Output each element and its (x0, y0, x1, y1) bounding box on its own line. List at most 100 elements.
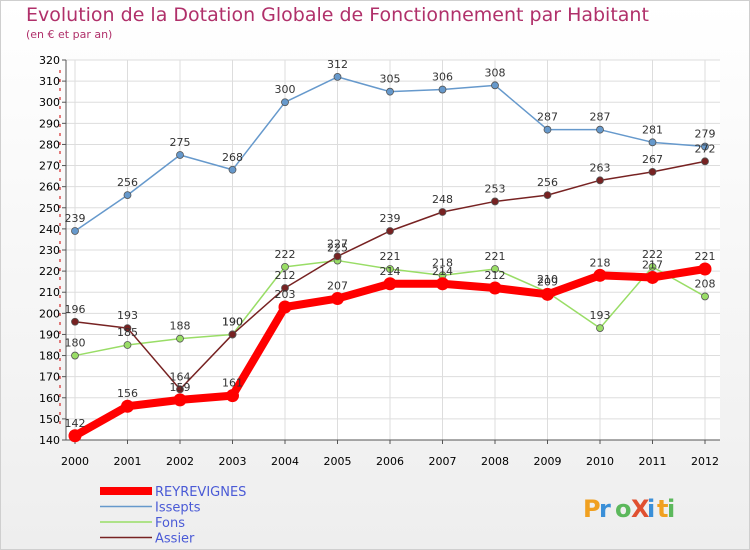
legend-label-fons: Fons (155, 516, 185, 531)
data-point-reyrevignes (68, 429, 82, 443)
data-point-assier (596, 176, 604, 185)
x-tick-label: 2004 (271, 455, 299, 468)
data-point-issepts (596, 125, 604, 134)
y-tick-label: 280 (39, 138, 60, 151)
data-label-reyrevignes: 159 (170, 381, 191, 394)
data-point-fons (386, 265, 394, 273)
legend-label-reyrevignes: REYREVIGNES (155, 485, 246, 500)
y-tick-label: 150 (39, 413, 60, 426)
data-label-reyrevignes: 217 (642, 258, 663, 271)
legend-label-assier: Assier (155, 532, 195, 547)
data-point-reyrevignes (698, 262, 712, 276)
data-point-assier (648, 167, 657, 176)
data-label-fons: 222 (642, 248, 663, 261)
data-label-assier: 196 (65, 303, 86, 316)
data-label-reyrevignes: 214 (380, 265, 401, 278)
x-tick-label: 2009 (534, 455, 562, 468)
data-point-reyrevignes (488, 281, 502, 295)
y-tick-label: 260 (39, 181, 60, 194)
legend-label-issepts: Issepts (155, 501, 201, 516)
data-point-fons (491, 265, 499, 273)
data-point-issepts (701, 142, 709, 151)
data-label-reyrevignes: 209 (537, 275, 558, 288)
data-point-issepts (438, 85, 447, 94)
data-point-fons (281, 262, 289, 271)
data-label-assier: 227 (327, 237, 348, 250)
data-label-issepts: 275 (170, 136, 191, 149)
data-point-assier (281, 284, 289, 292)
data-point-reyrevignes (541, 287, 554, 301)
data-label-assier: 267 (642, 153, 663, 166)
x-tick-label: 2001 (114, 455, 142, 468)
data-label-fons: 188 (170, 320, 191, 333)
data-point-reyrevignes (436, 277, 449, 291)
chart-subtitle: (en € et par an) (26, 28, 113, 41)
x-tick-label: 2008 (481, 455, 509, 468)
data-label-reyrevignes: 142 (65, 417, 86, 430)
data-point-assier (176, 385, 184, 394)
data-point-assier (491, 197, 499, 206)
data-label-assier: 212 (275, 269, 296, 282)
y-tick-label: 300 (39, 96, 60, 109)
data-label-assier: 239 (380, 212, 401, 225)
brand-letter: r (599, 495, 611, 523)
data-point-reyrevignes (173, 393, 187, 407)
data-label-fons: 185 (117, 326, 138, 339)
y-tick-label: 220 (39, 265, 60, 278)
data-point-assier (438, 208, 447, 216)
data-point-fons (123, 341, 132, 349)
data-point-reyrevignes (121, 399, 134, 413)
y-tick-label: 320 (39, 54, 60, 67)
data-label-issepts: 300 (275, 83, 296, 96)
data-label-reyrevignes: 207 (327, 280, 348, 293)
data-point-issepts (333, 72, 342, 81)
data-label-assier: 248 (432, 193, 453, 206)
data-label-issepts: 305 (380, 73, 401, 86)
data-point-assier (333, 252, 342, 261)
data-label-issepts: 256 (117, 176, 138, 189)
x-tick-label: 2002 (166, 455, 194, 468)
data-label-fons: 221 (380, 250, 401, 263)
data-point-assier (386, 227, 394, 235)
data-point-issepts (543, 125, 552, 134)
x-tick-label: 2005 (324, 455, 352, 468)
y-tick-label: 250 (39, 202, 60, 215)
data-point-assier (701, 157, 709, 166)
data-point-fons (596, 324, 604, 333)
data-point-issepts (491, 81, 499, 90)
data-label-reyrevignes: 161 (222, 377, 243, 390)
data-label-fons: 193 (590, 309, 611, 322)
data-label-fons: 208 (695, 277, 716, 290)
data-point-reyrevignes (383, 277, 397, 291)
data-point-reyrevignes (226, 389, 239, 403)
x-tick-label: 2010 (586, 455, 614, 468)
y-tick-label: 270 (39, 160, 60, 173)
data-point-issepts (281, 98, 289, 107)
brand-letter: P (583, 495, 601, 523)
data-label-issepts: 308 (485, 66, 506, 79)
data-point-assier (123, 324, 132, 333)
data-label-assier: 164 (170, 370, 191, 383)
data-point-reyrevignes (331, 292, 344, 306)
data-point-assier (228, 330, 237, 339)
data-label-fons: 222 (275, 248, 296, 261)
data-label-issepts: 279 (695, 128, 716, 141)
y-tick-label: 190 (39, 328, 60, 341)
brand-letter: t (657, 495, 668, 523)
data-point-fons (701, 292, 709, 301)
data-label-reyrevignes: 221 (695, 250, 716, 263)
x-tick-label: 2006 (376, 455, 404, 468)
y-tick-label: 310 (39, 75, 60, 88)
x-tick-label: 2012 (691, 455, 719, 468)
data-label-issepts: 287 (537, 111, 558, 124)
y-tick-label: 160 (39, 392, 60, 405)
y-tick-label: 210 (39, 286, 60, 299)
y-tick-label: 180 (39, 350, 60, 363)
data-point-issepts (176, 151, 184, 159)
data-label-issepts: 306 (432, 71, 453, 84)
data-label-reyrevignes: 212 (485, 269, 506, 282)
data-point-fons (648, 262, 657, 271)
data-point-issepts (228, 165, 237, 174)
y-tick-label: 200 (39, 307, 60, 320)
data-point-fons (71, 351, 79, 360)
